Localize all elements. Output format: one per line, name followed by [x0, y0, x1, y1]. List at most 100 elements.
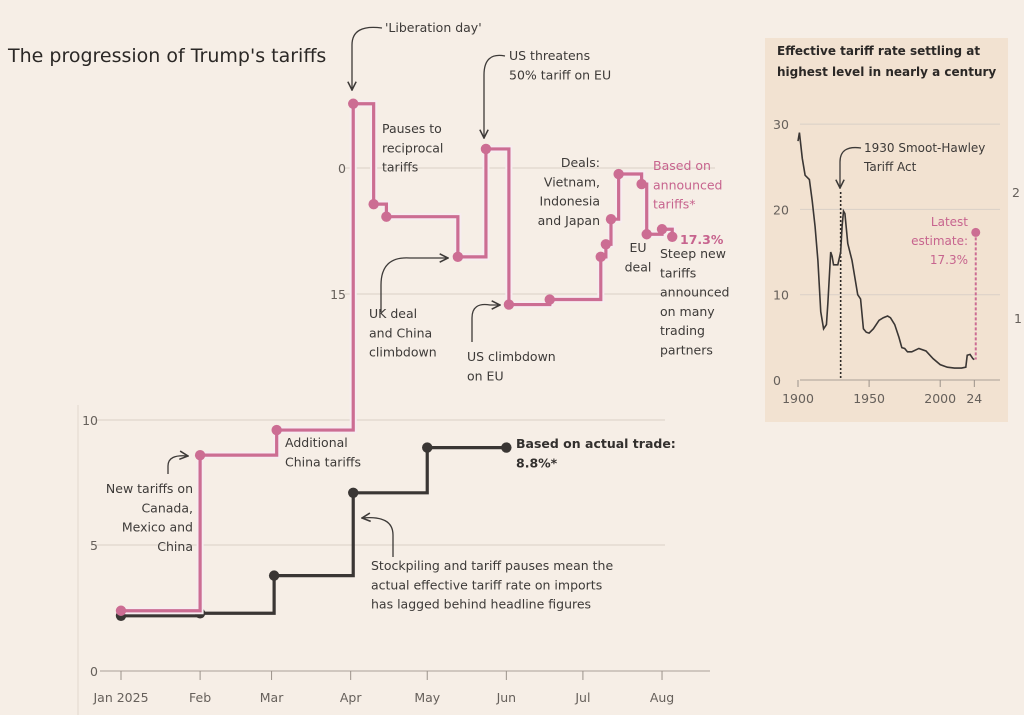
annotation-announced: Based on — [653, 158, 711, 173]
inset-x-tick-label: 1900 — [782, 391, 814, 406]
announced-point — [641, 229, 652, 240]
annotation-deals: Vietnam, — [544, 174, 600, 189]
x-tick-label: Aug — [650, 690, 674, 705]
annotation-us-threatens: US threatens — [509, 48, 590, 63]
annotation-steep: tariffs — [660, 265, 696, 280]
annotation-new-tariffs: New tariffs on — [106, 481, 193, 496]
main-chart: 0 5 10 15 0 Jan 2025 Feb Mar Apr May Jun Jul Aug 'Lib… — [82, 20, 729, 705]
annotation-uk: climbdown — [369, 345, 437, 360]
announced-point — [667, 231, 678, 242]
annotation-steep: partners — [660, 343, 713, 358]
inset-x-tick-label: 2000 — [924, 391, 956, 406]
inset-title: Effective tariff rate settling at — [777, 44, 980, 58]
announced-point — [605, 214, 617, 225]
annotation-deals: Indonesia — [540, 194, 600, 209]
inset-y-tick-label: 20 — [773, 202, 789, 217]
actual-point — [422, 442, 433, 453]
annotation-uk: UK deal — [369, 306, 417, 321]
annotation-pauses: Pauses to — [382, 121, 442, 136]
annotation-pauses: tariffs — [382, 160, 418, 175]
chart-title: The progression of Trump's tariffs — [7, 45, 326, 67]
annotation-actual: 8.8%* — [516, 455, 558, 470]
inset-x-tick-label: 1950 — [853, 391, 885, 406]
announced-point — [115, 605, 127, 616]
announced-point — [544, 294, 555, 305]
inset-panel — [765, 38, 1008, 422]
annotation-uk: and China — [369, 325, 432, 340]
x-tick-label: Mar — [260, 690, 284, 705]
annotation-us-threatens: 50% tariff on EU — [509, 67, 611, 82]
x-tick-label: May — [414, 690, 440, 705]
y-tick-label: 0 — [338, 161, 346, 176]
annotation-announced: announced — [653, 177, 723, 192]
inset-x-tick-label: 24 — [966, 391, 982, 406]
historical-tariff-line — [797, 132, 975, 369]
annotation-announced: tariffs* — [653, 197, 696, 212]
annotation-stockpiling: has lagged behind headline figures — [371, 597, 591, 612]
actual-point — [501, 442, 512, 453]
inset-y-tick-label: 0 — [773, 373, 781, 388]
announced-point — [613, 168, 624, 180]
announced-point — [348, 98, 359, 109]
annotation-new-tariffs: Mexico and — [122, 520, 193, 535]
x-tick-label: Jan 2025 — [92, 690, 148, 705]
y-tick-label: 15 — [330, 287, 346, 302]
annotation-latest-estimate: estimate: — [911, 234, 968, 248]
announced-point — [595, 251, 606, 263]
annotation-arrow — [471, 305, 500, 342]
x-tick-label: Jun — [496, 690, 517, 705]
annotation-final-value: 17.3% — [680, 232, 724, 247]
x-tick-label: Feb — [189, 690, 211, 705]
announced-point — [194, 449, 206, 461]
annotation-steep: announced — [660, 285, 730, 300]
annotation-steep: on many — [660, 304, 715, 319]
annotation-actual: Based on actual trade: — [516, 436, 676, 451]
annotation-smoot-hawley: Tariff Act — [863, 160, 917, 174]
x-tick-label: Apr — [340, 690, 362, 705]
y-tick-label: 10 — [82, 413, 98, 428]
annotation-additional: China tariffs — [285, 454, 361, 469]
actual-point — [268, 570, 280, 581]
announced-point — [503, 299, 515, 310]
annotation-us-climbdown: on EU — [467, 368, 504, 383]
latest-estimate-point — [971, 227, 981, 237]
announced-point — [381, 211, 392, 222]
cropped-axis-label: 1 — [1014, 311, 1022, 326]
annotation-eu-deal: deal — [625, 259, 652, 274]
announced-point — [368, 198, 379, 210]
annotation-additional: Additional — [285, 435, 348, 450]
annotation-arrow — [352, 26, 383, 90]
annotation-latest-estimate: Latest — [931, 215, 968, 229]
annotation-stockpiling: actual effective tariff rate on imports — [371, 577, 602, 592]
inset-chart: Effective tariff rate settling at highest… — [773, 44, 1022, 406]
inset-y-tick-label: 30 — [773, 117, 789, 132]
annotation-new-tariffs: Canada, — [141, 500, 193, 515]
announced-point — [656, 224, 668, 235]
cropped-axis-label: 2 — [1012, 185, 1020, 200]
announced-point — [600, 239, 612, 250]
annotation-eu-deal: EU — [629, 240, 646, 255]
inset-y-tick-label: 10 — [773, 288, 789, 303]
annotation-arrow — [380, 258, 448, 312]
y-tick-label: 5 — [90, 538, 98, 553]
annotation-deals: Deals: — [561, 155, 600, 170]
annotation-arrow — [167, 456, 188, 474]
annotation-smoot-hawley: 1930 Smoot-Hawley — [864, 141, 985, 155]
annotation-deals: and Japan — [538, 213, 600, 228]
inset-title: highest level in nearly a century — [777, 65, 996, 79]
annotation-latest-estimate: 17.3% — [930, 253, 968, 267]
annotation-steep: Steep new — [660, 246, 726, 261]
annotation-arrow — [484, 54, 506, 138]
announced-point — [452, 251, 464, 263]
annotation-liberation: 'Liberation day' — [385, 20, 482, 35]
annotation-us-climbdown: US climbdown — [467, 349, 556, 364]
announced-point — [271, 424, 282, 436]
annotation-arrow — [840, 146, 862, 188]
annotation-steep: trading — [660, 323, 705, 338]
y-tick-label: 0 — [90, 664, 98, 679]
annotation-arrow — [362, 518, 394, 557]
announced-point — [480, 143, 492, 155]
annotation-new-tariffs: China — [157, 539, 193, 554]
annotation-pauses: reciprocal — [382, 140, 443, 155]
